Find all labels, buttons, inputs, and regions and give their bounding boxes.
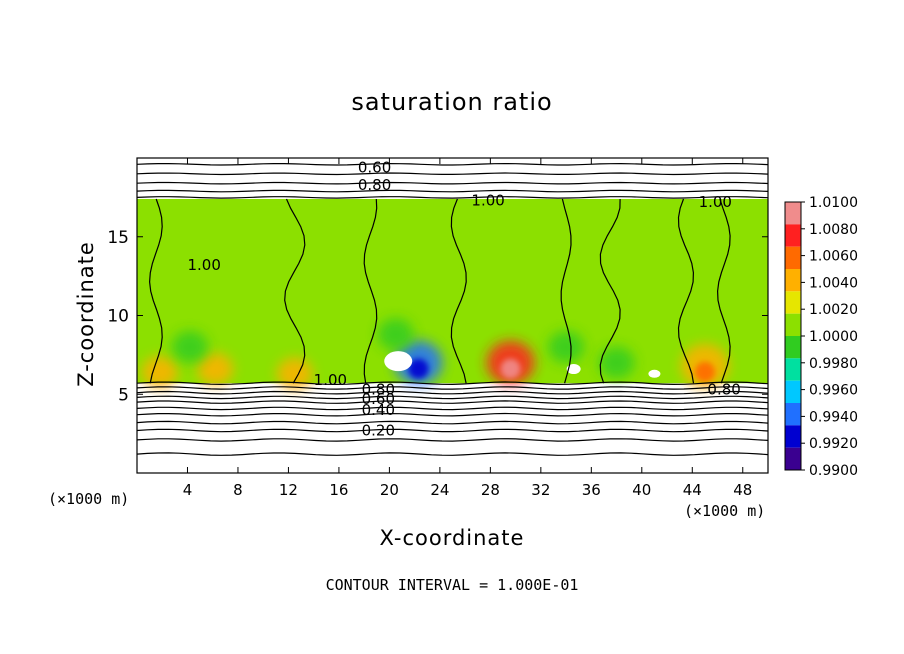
colorbar-label-2: 1.0060 bbox=[809, 249, 858, 265]
x-axis-label: X-coordinate bbox=[379, 526, 525, 550]
colorbar-label-6: 0.9980 bbox=[809, 356, 858, 372]
x-tick-label-12: 12 bbox=[279, 481, 298, 499]
hotspot-2 bbox=[197, 353, 234, 386]
colorbar-swatch-6 bbox=[785, 336, 801, 359]
lower-contour-10 bbox=[137, 452, 768, 456]
contour-one-4 bbox=[560, 198, 572, 384]
lower-contour-1 bbox=[137, 386, 768, 390]
colorbar-swatch-2 bbox=[785, 246, 801, 269]
upper-contour-1 bbox=[137, 172, 768, 176]
x-tick-label-44: 44 bbox=[683, 481, 702, 499]
colorbar-swatch-9 bbox=[785, 403, 801, 426]
colorbar-swatch-3 bbox=[785, 269, 801, 292]
chart-title: saturation ratio bbox=[351, 88, 553, 116]
x-unit-label-right: (×1000 m) bbox=[684, 502, 766, 520]
colorbar-label-7: 0.9960 bbox=[809, 383, 858, 399]
colorbar-label-9: 0.9920 bbox=[809, 436, 858, 452]
colorbar-swatch-8 bbox=[785, 380, 801, 403]
contour-label-3: 1.00 bbox=[699, 193, 732, 211]
colorbar-swatch-1 bbox=[785, 224, 801, 247]
hotspot-4 bbox=[276, 357, 313, 390]
lower-contour-5 bbox=[137, 406, 768, 411]
contour-interval-note: CONTOUR INTERVAL = 1.000E-01 bbox=[325, 576, 579, 594]
colorbar-label-1: 1.0080 bbox=[809, 222, 858, 238]
colorbar-swatch-4 bbox=[785, 291, 801, 314]
hotspot-core-5 bbox=[408, 358, 429, 379]
lower-contour-2 bbox=[137, 390, 768, 395]
y-tick-label-5: 5 bbox=[118, 385, 129, 405]
hotspot-7 bbox=[172, 331, 209, 363]
x-tick-label-28: 28 bbox=[481, 481, 500, 499]
colorbar-label-8: 0.9940 bbox=[809, 409, 858, 425]
colorbar-label-10: 0.9900 bbox=[809, 463, 858, 479]
y-tick-label-15: 15 bbox=[107, 228, 129, 248]
contour-one-6 bbox=[677, 198, 695, 384]
lower-contour-9 bbox=[137, 438, 768, 442]
x-tick-label-16: 16 bbox=[329, 481, 348, 499]
contour-one-1 bbox=[284, 198, 306, 384]
contour-label-10: 0.80 bbox=[707, 381, 740, 399]
cloud-gap-1 bbox=[566, 364, 581, 375]
upper-contour-0 bbox=[137, 162, 768, 166]
lower-contour-6 bbox=[137, 412, 768, 417]
contour-label-8: 0.40 bbox=[362, 401, 395, 419]
colorbar-swatch-7 bbox=[785, 358, 801, 381]
shaded-band bbox=[137, 198, 768, 384]
contour-label-2: 1.00 bbox=[471, 192, 504, 210]
colorbar-label-0: 1.0100 bbox=[809, 195, 858, 211]
colorbar-swatch-10 bbox=[785, 425, 801, 448]
lower-contour-3 bbox=[137, 395, 768, 400]
lower-contour-0 bbox=[137, 381, 768, 386]
x-tick-label-40: 40 bbox=[632, 481, 651, 499]
colorbar-label-3: 1.0040 bbox=[809, 275, 858, 291]
contour-one-3 bbox=[450, 198, 467, 384]
x-tick-label-8: 8 bbox=[233, 481, 243, 499]
lower-contour-8 bbox=[137, 428, 768, 433]
contour-label-6: 0.80 bbox=[362, 381, 395, 399]
colorbar: 1.0100 1.0080 1.0060 1.0040 1.0020 1.0000 0.99… bbox=[784, 195, 858, 479]
hotspot-core-1 bbox=[694, 361, 715, 382]
hotspot-8 bbox=[598, 346, 635, 379]
contour-one-7 bbox=[716, 198, 731, 384]
x-tick-label-20: 20 bbox=[380, 481, 399, 499]
colorbar-swatch-5 bbox=[785, 313, 801, 336]
contour-label-1: 0.80 bbox=[358, 176, 391, 194]
hotspot-6 bbox=[377, 318, 414, 351]
x-tick-label-32: 32 bbox=[531, 481, 550, 499]
contour-one-2 bbox=[363, 198, 378, 384]
cloud-gap-2 bbox=[648, 369, 661, 378]
upper-contour-4 bbox=[137, 196, 768, 199]
contour-one-0 bbox=[148, 198, 163, 384]
contour-label-4: 1.00 bbox=[187, 256, 220, 274]
y-tick-label-10: 10 bbox=[107, 307, 129, 327]
upper-contour-2 bbox=[137, 181, 768, 185]
contour-label-5: 1.00 bbox=[314, 371, 347, 389]
contour-lines: 0.600.801.00 1.001.001.000.800.600.400.20… bbox=[137, 158, 768, 456]
cloud-gap-0 bbox=[384, 351, 413, 372]
colorbar-label-4: 1.0020 bbox=[809, 302, 858, 318]
lower-contour-4 bbox=[137, 400, 768, 404]
x-tick-label-4: 4 bbox=[183, 481, 193, 499]
contour-label-0: 0.60 bbox=[358, 158, 391, 176]
colorbar-label-5: 1.0000 bbox=[809, 329, 858, 345]
colorbar-swatch-0 bbox=[785, 202, 801, 225]
colorbar-swatch-11 bbox=[785, 447, 801, 470]
y-axis-label: Z-coordinate bbox=[74, 241, 98, 387]
hotspot-9 bbox=[548, 331, 585, 363]
x-unit-label-left: (×1000 m) bbox=[48, 490, 130, 508]
hotspot-core-0 bbox=[500, 358, 521, 379]
contour-one-5 bbox=[599, 198, 621, 384]
hotspot-3 bbox=[141, 356, 178, 389]
lower-contour-7 bbox=[137, 420, 768, 425]
x-tick-label-48: 48 bbox=[733, 481, 752, 499]
contour-label-7: 0.60 bbox=[362, 390, 395, 408]
upper-contour-3 bbox=[137, 189, 768, 193]
contour-label-9: 0.20 bbox=[362, 421, 395, 439]
saturation-field bbox=[137, 198, 768, 390]
x-tick-label-36: 36 bbox=[582, 481, 601, 499]
x-tick-label-24: 24 bbox=[430, 481, 449, 499]
